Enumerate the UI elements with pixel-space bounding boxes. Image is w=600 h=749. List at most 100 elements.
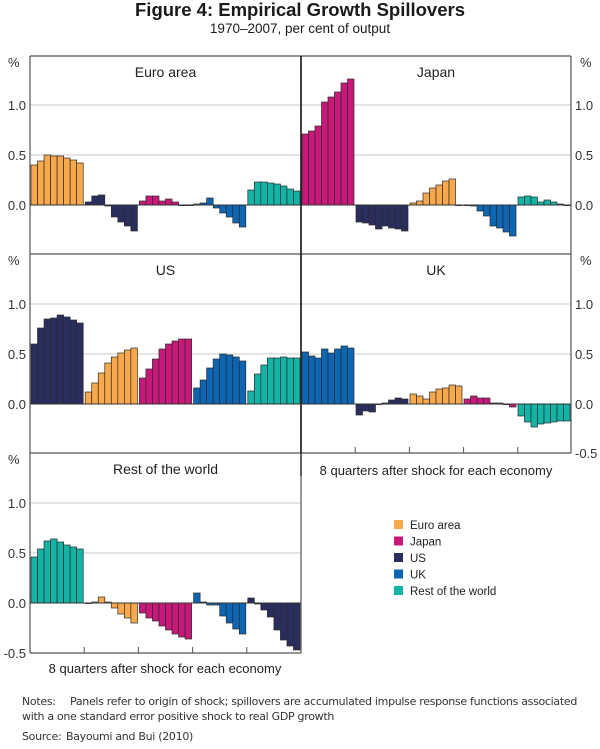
bar-euro-area <box>123 602 132 619</box>
bar-uk <box>212 358 221 405</box>
bar-uk <box>219 353 227 405</box>
y-tick-label: 1.0 <box>575 98 593 113</box>
bar-euro-area <box>429 187 437 206</box>
bar-us <box>401 204 409 232</box>
bar-rest-of-the-world <box>247 189 255 206</box>
bar-euro-area <box>117 352 125 405</box>
bar-us <box>76 322 84 405</box>
bar-rest-of-the-world <box>63 544 71 604</box>
bar-us <box>130 204 138 232</box>
bar-uk <box>327 352 335 405</box>
bar-us <box>355 403 363 416</box>
bar-euro-area <box>56 155 64 206</box>
legend-swatch-us <box>394 553 403 562</box>
legend-label: UK <box>410 570 426 582</box>
bar-euro-area <box>110 602 119 609</box>
bar-japan <box>340 82 348 206</box>
bar-rest-of-the-world <box>293 357 301 405</box>
bar-uk <box>225 204 234 218</box>
bar-us <box>362 204 370 224</box>
bar-japan <box>483 397 491 405</box>
bar-japan <box>476 397 484 405</box>
bar-rest-of-the-world <box>537 403 545 425</box>
bar-uk <box>232 602 240 630</box>
chart-subtitle: 1970–2007, per cent of output <box>209 21 391 36</box>
notes-continued: with a one standard error positive shock… <box>22 710 334 723</box>
bar-euro-area <box>37 160 45 206</box>
bar-rest-of-the-world <box>563 403 571 422</box>
bar-us <box>286 602 294 647</box>
bar-euro-area <box>130 602 138 624</box>
bar-rest-of-the-world <box>76 548 84 604</box>
bar-uk <box>225 354 234 405</box>
y-tick-label: 0.5 <box>575 347 593 362</box>
bar-rest-of-the-world <box>280 185 288 206</box>
bar-japan <box>145 195 153 206</box>
source-text: Bayoumi and Bui (2010) <box>66 730 194 743</box>
y-tick-label: % <box>580 253 592 268</box>
bar-euro-area <box>409 393 417 405</box>
y-tick-label: 0.0 <box>8 397 26 412</box>
bar-us <box>97 194 106 206</box>
bar-uk <box>334 348 342 405</box>
y-tick-label: % <box>8 55 20 70</box>
y-tick-label: % <box>8 253 20 268</box>
bar-us <box>267 602 275 618</box>
bar-japan <box>139 377 147 405</box>
bar-rest-of-the-world <box>286 188 294 206</box>
bar-euro-area <box>448 178 456 206</box>
bar-uk <box>238 204 247 228</box>
bar-rest-of-the-world <box>37 548 45 604</box>
bar-japan <box>152 602 160 622</box>
bar-rest-of-the-world <box>260 364 268 405</box>
panel-title: US <box>156 262 175 278</box>
bar-uk <box>193 592 201 604</box>
bar-euro-area <box>110 356 119 405</box>
bar-japan <box>165 198 173 206</box>
bar-us <box>375 204 383 230</box>
bar-rest-of-the-world <box>550 403 558 423</box>
bar-rest-of-the-world <box>247 390 255 405</box>
bar-euro-area <box>117 602 125 615</box>
bar-euro-area <box>435 184 443 206</box>
bar-japan <box>334 91 342 206</box>
bar-rest-of-the-world <box>56 541 64 604</box>
legend-label: US <box>410 553 426 565</box>
bar-rest-of-the-world <box>69 546 78 604</box>
bar-japan <box>314 125 322 206</box>
bar-japan <box>158 348 166 405</box>
bar-euro-area <box>416 200 424 206</box>
bar-euro-area <box>30 164 38 206</box>
bar-rest-of-the-world <box>280 356 288 405</box>
bar-rest-of-the-world <box>543 403 551 424</box>
bar-euro-area <box>455 385 463 405</box>
y-tick-label: 1.0 <box>8 98 26 113</box>
bar-rest-of-the-world <box>286 357 294 405</box>
bar-uk <box>489 204 497 227</box>
bar-us <box>388 399 396 405</box>
bar-us <box>293 602 301 651</box>
legend-swatch-euro-area <box>394 520 403 529</box>
bar-rest-of-the-world <box>253 181 262 206</box>
bar-rest-of-the-world <box>253 373 262 405</box>
bar-japan <box>165 343 173 405</box>
bar-japan <box>158 602 166 627</box>
bar-euro-area <box>91 382 99 405</box>
bar-japan <box>145 602 153 619</box>
bar-euro-area <box>429 391 437 405</box>
bar-euro-area <box>97 596 106 604</box>
notes: Notes: Panels refer to origin of shock; s… <box>22 695 577 708</box>
bar-euro-area <box>43 154 51 206</box>
bar-uk <box>232 204 240 224</box>
bar-euro-area <box>97 372 106 405</box>
bar-uk <box>301 351 309 405</box>
bar-euro-area <box>435 388 443 405</box>
bar-uk <box>232 356 240 405</box>
bar-rest-of-the-world <box>43 540 51 604</box>
panel-title: UK <box>426 262 446 278</box>
bar-uk <box>308 355 316 405</box>
y-tick-label: 0.5 <box>8 546 26 561</box>
y-tick-label: 0.0 <box>575 198 593 213</box>
y-tick-label: 0.0 <box>575 397 593 412</box>
